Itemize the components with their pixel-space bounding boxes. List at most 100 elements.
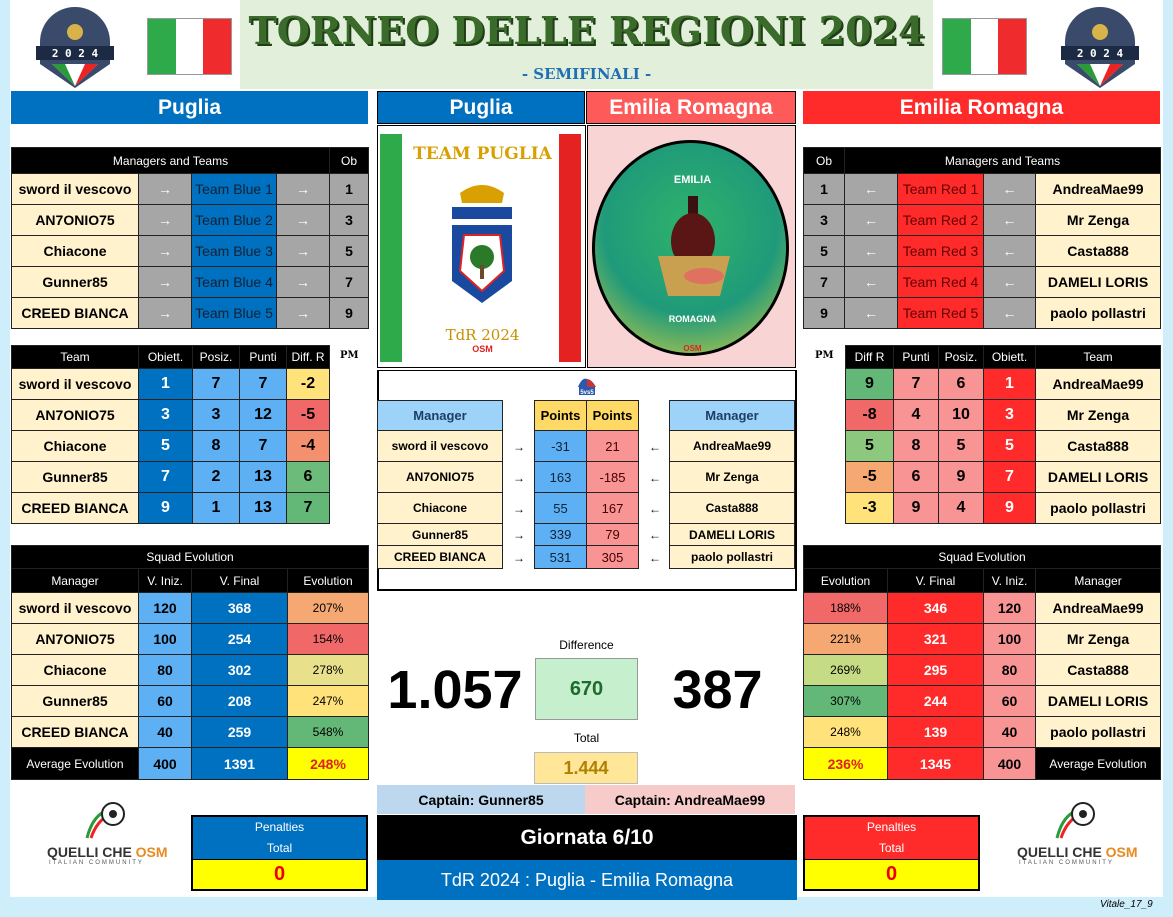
- header-cell: Team: [1035, 345, 1161, 369]
- header-cell: Punti: [893, 345, 939, 369]
- arrow-left-icon: ←: [844, 173, 898, 205]
- arrow-left-icon: ←: [649, 501, 661, 516]
- table-row: paolo pollastri: [669, 545, 795, 569]
- right-total-score: 387: [672, 660, 763, 720]
- left-points: 339: [534, 523, 587, 546]
- header-ob: Ob: [803, 147, 845, 174]
- right-stats-table: Diff R Punti Posiz. Obiett. Team 9 7 6 1 AndreaMa…: [845, 345, 1161, 524]
- final-value: 321: [887, 623, 984, 655]
- table-row: -5 6 9 7 DAMELI LORIS: [845, 461, 1161, 493]
- table-row: 5 8 5 5 Casta888: [845, 430, 1161, 462]
- header-row: Team Obiett. Posiz. Punti Diff. R: [11, 345, 330, 369]
- header-row: Ob Managers and Teams: [803, 147, 1161, 174]
- manager-name: Casta888: [669, 492, 795, 524]
- table-row: 163 -185: [534, 461, 639, 493]
- avg-final: 1345: [887, 747, 984, 780]
- table-row: Gunner85 60 208 247%: [11, 685, 370, 717]
- manager-name: DAMELI LORIS: [1034, 685, 1162, 717]
- table-row: -8 4 10 3 Mr Zenga: [845, 399, 1161, 431]
- header-managers: Managers and Teams: [11, 147, 330, 174]
- badge-title: TEAM PUGLIA: [413, 144, 552, 164]
- page-subtitle: - SEMIFINALI -: [521, 65, 652, 83]
- difference-label: Difference: [559, 638, 614, 652]
- header-cell: Obiett.: [983, 345, 1036, 369]
- points: 7: [239, 368, 287, 400]
- badge-top-text: EMILIA: [673, 174, 712, 186]
- initial-value: 40: [138, 716, 192, 748]
- points: 13: [239, 461, 287, 493]
- table-row: 248% 139 40 paolo pollastri: [803, 716, 1162, 748]
- points: 7: [893, 368, 939, 400]
- arrow-right-icon: →: [138, 204, 192, 236]
- points: 8: [893, 430, 939, 462]
- evolution: 154%: [286, 623, 370, 655]
- table-row: AN7ONIO75 100 254 154%: [11, 623, 370, 655]
- svg-text:5vs5: 5vs5: [580, 390, 594, 396]
- position: 9: [938, 461, 984, 493]
- table-row: 221% 321 100 Mr Zenga: [803, 623, 1162, 655]
- manager-name: Gunner85: [11, 266, 139, 298]
- tournament-logo-right: 2 0 2 4: [1061, 7, 1139, 88]
- table-row: sword il vescovo: [377, 430, 503, 462]
- left-points: 55: [534, 492, 587, 524]
- avg-initial: 400: [138, 747, 192, 780]
- team-name: Team Red 4: [897, 266, 984, 298]
- manager-name: AndreaMae99: [1034, 592, 1162, 624]
- manager-name: Gunner85: [377, 523, 503, 546]
- right-managers-table: Ob Managers and Teams 1 ← Team Red 1 ← AndreaM…: [803, 147, 1161, 329]
- objective: 9: [329, 297, 369, 329]
- header-cell: Evolution: [286, 568, 370, 593]
- final-value: 244: [887, 685, 984, 717]
- manager-name: Mr Zenga: [669, 461, 795, 493]
- manager-name: paolo pollastri: [1034, 716, 1162, 748]
- tournament-logo: 2 0 2 4: [36, 7, 114, 88]
- penalties-label: Penalties: [254, 820, 305, 834]
- community-logo-right: QUELLI CHE OSM ITALIAN COMMUNITY: [1010, 800, 1138, 870]
- average-row: Average Evolution 400 1391 248%: [11, 747, 370, 780]
- penalties-total-label: Total: [878, 841, 905, 855]
- manager-name: CREED BIANCA: [11, 716, 139, 748]
- table-row: DAMELI LORIS: [669, 523, 795, 546]
- manager-name: Mr Zenga: [1035, 204, 1161, 236]
- arrow-left-icon: ←: [983, 204, 1036, 236]
- objective: 7: [983, 461, 1036, 493]
- table-row: Chiacone → Team Blue 3 → 5: [11, 235, 369, 267]
- table-row: Gunner85: [377, 523, 503, 546]
- position: 2: [192, 461, 240, 493]
- arrow-right-icon: →: [138, 235, 192, 267]
- left-points: 163: [534, 461, 587, 493]
- evolution: 221%: [803, 623, 888, 655]
- table-row: -31 21: [534, 430, 639, 462]
- arrow-left-icon: ←: [983, 266, 1036, 298]
- team-name: Team Blue 4: [191, 266, 277, 298]
- team: AN7ONIO75: [11, 399, 139, 431]
- penalties-label: Penalties: [866, 820, 917, 834]
- objective: 1: [138, 368, 193, 400]
- manager-name: paolo pollastri: [1035, 297, 1161, 329]
- right-points: -185: [586, 461, 639, 493]
- arrow-left-icon: ←: [649, 550, 661, 565]
- avg-initial: 400: [983, 747, 1036, 780]
- right-penalties-value: 0: [805, 859, 978, 889]
- table-row: Gunner85 → Team Blue 4 → 7: [11, 266, 369, 298]
- initial-value: 40: [983, 716, 1036, 748]
- manager-name: Mr Zenga: [1034, 623, 1162, 655]
- average-label: Average Evolution: [1034, 747, 1162, 780]
- table-row: sword il vescovo → Team Blue 1 → 1: [11, 173, 369, 205]
- center-left-team-header: Puglia: [377, 91, 585, 124]
- header-points: Points: [586, 400, 639, 431]
- manager-name: Casta888: [1035, 235, 1161, 267]
- manager-name: sword il vescovo: [11, 173, 139, 205]
- evolution: 269%: [803, 654, 888, 686]
- avg-evolution: 248%: [286, 747, 370, 780]
- arrow-right-icon: →: [276, 173, 330, 205]
- header-cell: V. Final: [191, 568, 288, 593]
- title-row: Squad Evolution: [802, 545, 1162, 569]
- header-cell: Diff. R: [286, 345, 330, 369]
- right-points: 167: [586, 492, 639, 524]
- table-row: CREED BIANCA: [377, 545, 503, 569]
- average-row: 236% 1345 400 Average Evolution: [803, 747, 1162, 780]
- manager-name: Chiacone: [11, 235, 139, 267]
- manager-name: AN7ONIO75: [11, 623, 139, 655]
- table-row: 7 ← Team Red 4 ← DAMELI LORIS: [803, 266, 1161, 298]
